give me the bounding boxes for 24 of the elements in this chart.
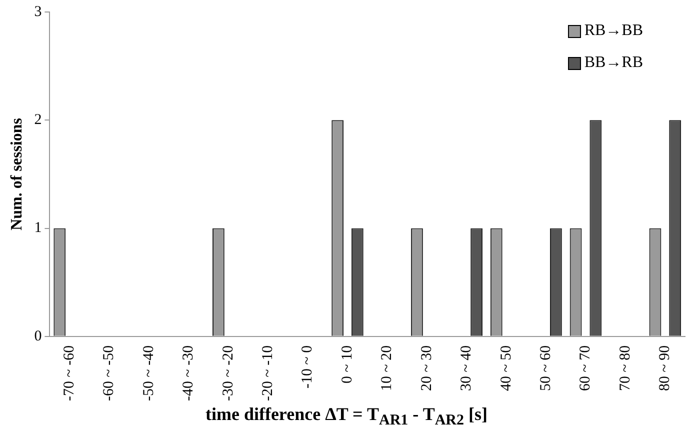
y-tick-label: 1 (34, 220, 42, 236)
x-tick-label: 50 ~ 60 (538, 345, 554, 392)
y-tick-label: 2 (34, 112, 42, 128)
x-tick-label: -20 ~ -10 (260, 345, 276, 402)
x-tick-label: 40 ~ 50 (498, 345, 514, 392)
x-tick-label: -60 ~ -50 (101, 345, 118, 402)
x-tick-label: 80 ~ 90 (657, 345, 674, 392)
legend-label: RB→BB (584, 22, 643, 40)
x-tick-label: -50 ~ -40 (140, 345, 157, 402)
x-tick-label: 60 ~ 70 (578, 345, 594, 392)
x-tick-label: 0 ~ 10 (339, 345, 356, 384)
x-axis-title: time difference ΔT = T$_{AR1}$ - T$_{AR2}$ [s] (204, 404, 489, 430)
x-tick-label: -30 ~ -20 (220, 345, 236, 402)
y-axis-title: Num. of sessions (8, 118, 26, 230)
legend-label: BB→RB (584, 54, 643, 72)
y-tick-label: 0 (34, 328, 42, 344)
x-tick-label: -10 ~ 0 (300, 345, 316, 389)
x-tick-label: -40 ~ -30 (180, 345, 197, 402)
x-tick-label: 10 ~ 20 (379, 345, 396, 392)
x-tick-label: -70 ~ -60 (61, 345, 78, 402)
x-tick-label: 20 ~ 30 (418, 345, 435, 392)
x-tick-label: 30 ~ 40 (458, 345, 475, 392)
x-tick-label: 70 ~ 80 (617, 345, 634, 392)
y-tick-label: 3 (34, 4, 42, 20)
